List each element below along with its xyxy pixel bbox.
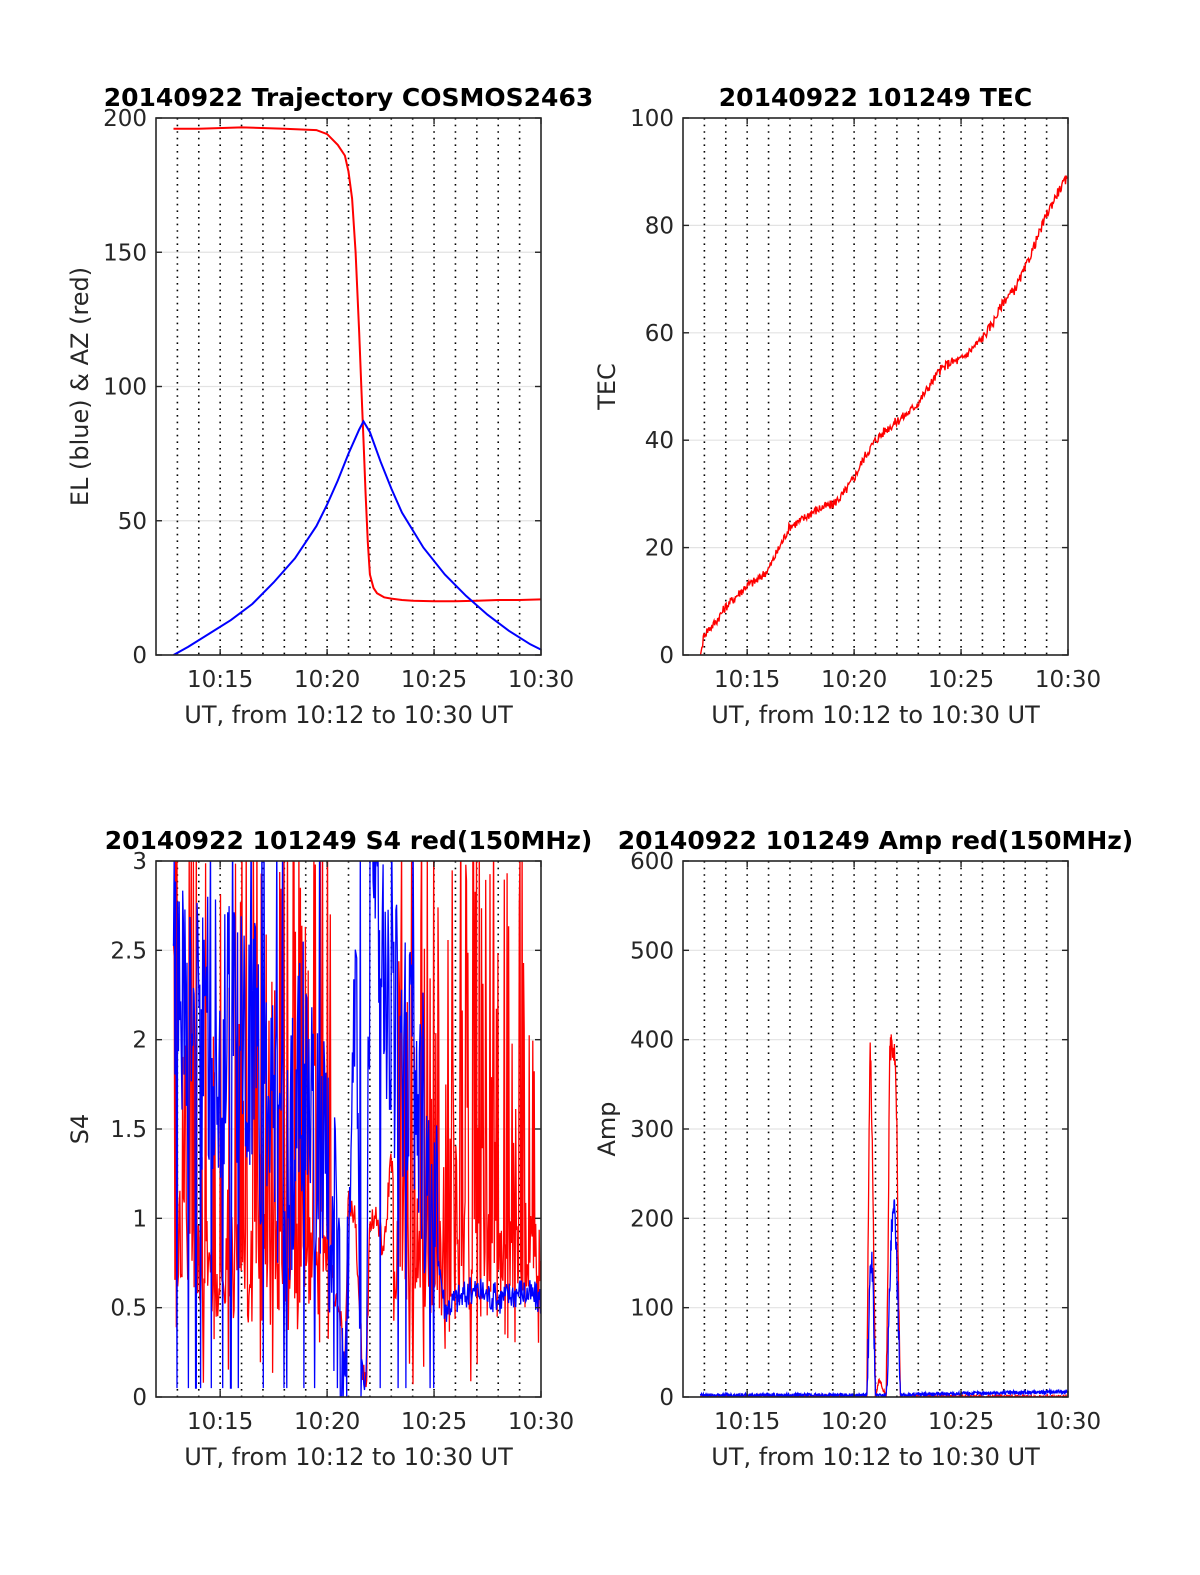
x-tick-label: 10:15 [187,1409,253,1435]
x-tick-label: 10:20 [294,667,360,693]
y-tick-label: 20 [645,536,674,562]
y-tick-label: 300 [630,1117,674,1143]
x-tick-label: 10:30 [508,1409,574,1435]
y-tick-label: 60 [645,321,674,347]
x-tick-label: 10:30 [508,667,574,693]
axes-box [682,117,1069,656]
y-tick-label: 100 [630,1296,674,1322]
y-tick-label: 100 [103,375,147,401]
y-tick-label: 200 [103,106,147,132]
y-axis-label: EL (blue) & AZ (red) [66,267,94,506]
y-tick-label: 100 [630,106,674,132]
y-tick-label: 0 [132,1385,147,1411]
series-line [173,126,541,603]
y-axis-label: S4 [66,1114,94,1145]
x-tick-label: 10:25 [401,1409,467,1435]
y-tick-label: 50 [118,509,147,535]
x-tick-label: 10:25 [928,1409,994,1435]
x-tick-label: 10:15 [187,667,253,693]
x-tick-label: 10:25 [928,667,994,693]
chart-title: 20140922 101249 TEC [719,83,1032,112]
y-tick-label: 2.5 [110,938,147,964]
x-axis-label: UT, from 10:12 to 10:30 UT [184,1443,513,1471]
y-tick-label: 2 [132,1028,147,1054]
y-tick-label: 400 [630,1028,674,1054]
series-line [172,861,541,1397]
y-tick-label: 0 [132,643,147,669]
series-line [699,1199,1068,1397]
y-tick-label: 80 [645,213,674,239]
x-tick-label: 10:20 [821,1409,887,1435]
chart-s4: 0 0.5 1 1.5 2 2.5 3 10:15 10:20 10:25 10:30 2014092… [66,826,593,1471]
y-tick-label: 1 [132,1206,147,1232]
chart-title: 20140922 Trajectory COSMOS2463 [104,83,594,112]
y-axis-label: TEC [593,363,621,411]
y-tick-label: 0.5 [110,1296,147,1322]
chart-tec: 0 20 40 60 80 100 10:15 10:20 10:25 10:30 20140922… [593,83,1101,729]
x-tick-label: 10:15 [714,1409,780,1435]
x-tick-label: 10:25 [401,667,467,693]
plot-area [699,1034,1068,1397]
y-tick-label: 40 [645,428,674,454]
y-tick-label: 200 [630,1206,674,1232]
series-line [172,861,541,1388]
y-tick-label: 0 [659,1385,674,1411]
x-axis-label: UT, from 10:12 to 10:30 UT [711,1443,1040,1471]
x-tick-label: 10:30 [1035,1409,1101,1435]
chart-title: 20140922 101249 S4 red(150MHz) [105,826,593,855]
x-axis-label: UT, from 10:12 to 10:30 UT [711,701,1040,729]
plot-area [173,126,541,655]
plot-area [172,861,541,1397]
chart-amp: 0 100 200 300 400 500 600 10:15 10:20 10:25 10:30 2… [593,826,1133,1471]
series-line [700,1034,1068,1397]
x-tick-label: 10:20 [294,1409,360,1435]
y-tick-label: 150 [103,240,147,266]
x-tick-label: 10:15 [714,667,780,693]
series-line [699,174,1068,655]
chart-trajectory: 0 50 100 150 200 10:15 10:20 10:25 10:30 20140922… [66,83,593,729]
y-tick-label: 3 [132,849,147,875]
x-tick-label: 10:30 [1035,667,1101,693]
y-tick-label: 500 [630,938,674,964]
y-tick-label: 600 [630,849,674,875]
y-tick-label: 1.5 [110,1117,147,1143]
x-tick-label: 10:20 [821,667,887,693]
y-tick-label: 0 [659,643,674,669]
series-line [173,419,541,655]
y-axis-label: Amp [593,1101,621,1156]
x-axis-label: UT, from 10:12 to 10:30 UT [184,701,513,729]
chart-title: 20140922 101249 Amp red(150MHz) [618,826,1134,855]
plot-area [699,174,1068,655]
